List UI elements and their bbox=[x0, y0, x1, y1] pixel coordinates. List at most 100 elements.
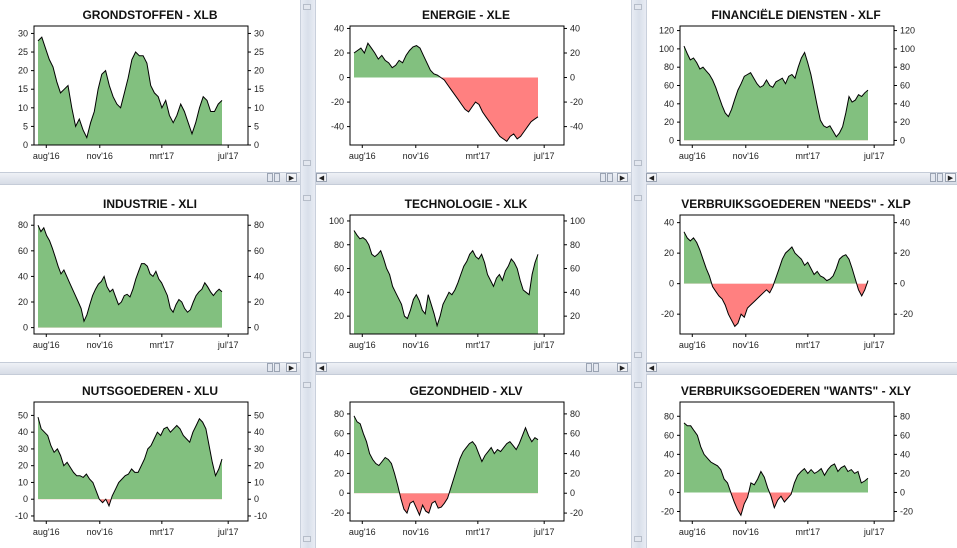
x-tick-label: nov'16 bbox=[87, 340, 113, 350]
chart-xlv: GEZONDHEID - XLV -20 -20 0 0 20 20 40 40 60 60 80 80… bbox=[331, 384, 583, 537]
scroll-right-button[interactable]: ▶ bbox=[286, 363, 297, 372]
x-tick-label: nov'16 bbox=[87, 527, 113, 537]
horizontal-scrollbar[interactable]: ◀ bbox=[646, 362, 957, 375]
y-tick-label-right: -20 bbox=[570, 97, 583, 107]
chart-title: GRONDSTOFFEN - XLB bbox=[82, 8, 217, 22]
horizontal-scrollbar[interactable]: ◀ ▶ bbox=[316, 362, 631, 375]
y-tick-label-left: 0 bbox=[23, 140, 28, 150]
x-tick-label: mrt'17 bbox=[465, 527, 490, 537]
plot-frame bbox=[33, 401, 249, 522]
y-tick-label-left: 40 bbox=[664, 449, 674, 459]
y-tick-label-right: 10 bbox=[254, 103, 264, 113]
y-tick-label-left: 25 bbox=[18, 47, 28, 57]
y-tick-label-left: 80 bbox=[334, 409, 344, 419]
y-tick-label-right: 80 bbox=[570, 240, 580, 250]
y-tick-label-right: 40 bbox=[570, 287, 580, 297]
horizontal-scrollbar[interactable]: ◀ ▶ bbox=[646, 172, 957, 185]
plot-frame bbox=[33, 25, 249, 146]
x-tick-label: mrt'17 bbox=[465, 340, 490, 350]
y-tick-label-right: 0 bbox=[900, 487, 905, 497]
y-tick-label-right: 80 bbox=[900, 411, 910, 421]
y-tick-label-left: 20 bbox=[664, 248, 674, 258]
y-tick-label-left: -40 bbox=[331, 122, 344, 132]
positive-area bbox=[38, 37, 222, 145]
x-tick-label: mrt'17 bbox=[795, 527, 820, 537]
y-tick-label-right: 20 bbox=[900, 468, 910, 478]
x-tick-label: mrt'17 bbox=[795, 340, 820, 350]
positive-area bbox=[354, 230, 538, 334]
positive-area bbox=[684, 231, 868, 284]
horizontal-scrollbar[interactable]: ◀ ▶ bbox=[316, 172, 631, 185]
chart-xle: ENERGIE - XLE -40 -40 -20 -20 0 0 20 20 40 40 aug'1… bbox=[331, 8, 583, 161]
y-tick-label-left: 0 bbox=[23, 494, 28, 504]
y-tick-label-left: 40 bbox=[18, 427, 28, 437]
y-tick-label-left: 100 bbox=[659, 44, 674, 54]
vertical-splitter-right[interactable] bbox=[631, 0, 647, 548]
positive-area bbox=[684, 422, 868, 493]
x-tick-label: aug'16 bbox=[33, 151, 60, 161]
scroll-grip-icon[interactable] bbox=[600, 173, 606, 182]
plot-frame bbox=[349, 25, 565, 146]
scroll-left-button[interactable]: ◀ bbox=[646, 173, 657, 182]
scroll-left-button[interactable]: ◀ bbox=[646, 363, 657, 372]
vertical-splitter-left[interactable] bbox=[300, 0, 316, 548]
horizontal-scrollbar[interactable]: ▶ bbox=[0, 172, 300, 185]
scroll-right-button[interactable]: ▶ bbox=[617, 363, 628, 372]
chart-title: NUTSGOEDEREN - XLU bbox=[82, 384, 218, 398]
chart-title: INDUSTRIE - XLI bbox=[103, 197, 197, 211]
positive-area bbox=[38, 225, 222, 328]
y-tick-label-right: 0 bbox=[570, 488, 575, 498]
y-tick-label-right: 10 bbox=[254, 477, 264, 487]
x-tick-label: jul'17 bbox=[863, 527, 885, 537]
scroll-grip-icon[interactable] bbox=[267, 363, 273, 372]
y-tick-label-left: 0 bbox=[339, 488, 344, 498]
scroll-left-button[interactable]: ◀ bbox=[316, 173, 327, 182]
scroll-grip-icon[interactable] bbox=[267, 173, 273, 182]
splitter-grip-icon bbox=[303, 382, 311, 388]
scroll-grip-icon[interactable] bbox=[586, 363, 592, 372]
y-tick-label-left: 20 bbox=[334, 48, 344, 58]
scroll-right-button[interactable]: ▶ bbox=[286, 173, 297, 182]
negative-area bbox=[99, 499, 112, 506]
scroll-left-button[interactable]: ◀ bbox=[316, 363, 327, 372]
y-tick-label-left: -10 bbox=[15, 511, 28, 521]
splitter-grip-icon bbox=[303, 4, 311, 10]
y-tick-label-right: 100 bbox=[900, 44, 915, 54]
negative-area bbox=[399, 493, 450, 516]
positive-area bbox=[38, 417, 222, 500]
scroll-right-button[interactable]: ▶ bbox=[617, 173, 628, 182]
y-tick-label-right: -20 bbox=[900, 309, 913, 319]
y-tick-label-left: 0 bbox=[669, 279, 674, 289]
y-tick-label-left: 60 bbox=[334, 429, 344, 439]
scroll-grip-icon bbox=[607, 173, 613, 182]
chart-xlp: VERBRUIKSGOEDEREN "NEEDS" - XLP -20 -20 0 0 2… bbox=[661, 197, 913, 350]
series-line bbox=[353, 42, 539, 142]
x-tick-label: aug'16 bbox=[349, 151, 376, 161]
y-tick-label-left: 20 bbox=[18, 66, 28, 76]
y-tick-label-right: -20 bbox=[900, 506, 913, 516]
y-tick-label-right: 20 bbox=[900, 117, 910, 127]
y-tick-label-right: 30 bbox=[254, 28, 264, 38]
y-tick-label-right: 0 bbox=[254, 140, 259, 150]
y-tick-label-right: 20 bbox=[900, 248, 910, 258]
y-tick-label-left: -20 bbox=[661, 506, 674, 516]
y-tick-label-left: 40 bbox=[664, 99, 674, 109]
x-tick-label: nov'16 bbox=[733, 527, 759, 537]
scroll-grip-icon[interactable] bbox=[930, 173, 936, 182]
x-tick-label: jul'17 bbox=[217, 151, 239, 161]
x-tick-label: mrt'17 bbox=[795, 151, 820, 161]
chart-xlf: FINANCIËLE DIENSTEN - XLF 0 0 20 20 40 40 60 60 8… bbox=[659, 7, 915, 161]
y-tick-label-left: -20 bbox=[661, 309, 674, 319]
series-line bbox=[683, 231, 869, 328]
y-tick-label-left: 30 bbox=[18, 444, 28, 454]
series-line bbox=[683, 422, 869, 517]
horizontal-scrollbar[interactable]: ▶ bbox=[0, 362, 300, 375]
x-tick-label: aug'16 bbox=[349, 340, 376, 350]
series-line bbox=[37, 416, 223, 508]
x-tick-label: aug'16 bbox=[33, 340, 60, 350]
x-tick-label: jul'17 bbox=[863, 151, 885, 161]
scroll-grip-icon bbox=[274, 173, 280, 182]
x-tick-label: mrt'17 bbox=[465, 151, 490, 161]
chart-xlu: NUTSGOEDEREN - XLU -10 -10 0 0 10 10 20 20 30 30 40… bbox=[15, 384, 267, 537]
scroll-right-button[interactable]: ▶ bbox=[945, 173, 956, 182]
